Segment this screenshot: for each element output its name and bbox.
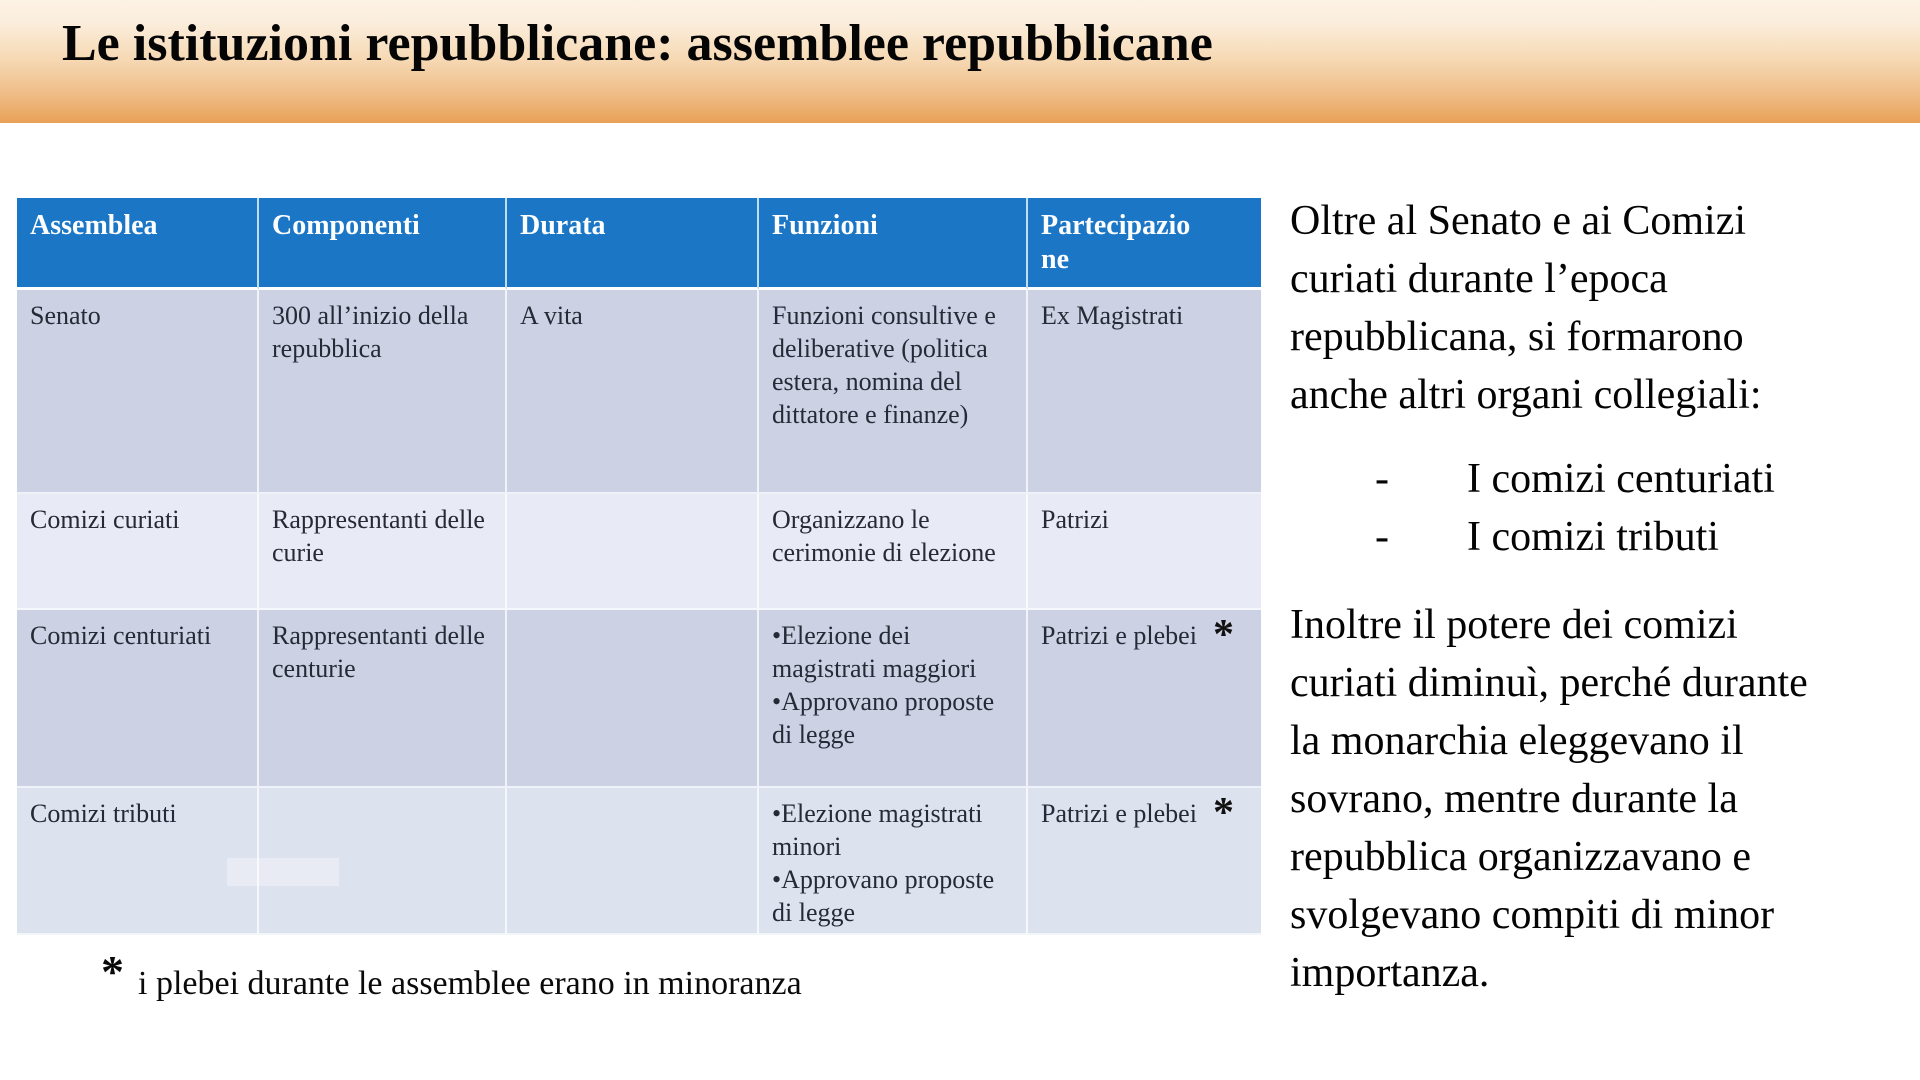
table-cell-partecipazione: Patrizi e plebei *	[1028, 788, 1261, 935]
partecipazione-text: Patrizi e plebei	[1041, 621, 1197, 650]
asterisk-marker: *	[1212, 612, 1234, 658]
table-cell-funzioni: Organizzano le cerimonie di elezione	[759, 494, 1028, 610]
table-cell-partecipazione: Ex Magistrati	[1028, 290, 1261, 494]
list-item: - I comizi tributi	[1290, 508, 1915, 566]
table-cell-componenti: 300 all’inizio della repubblica	[259, 290, 507, 494]
partecipazione-text: Patrizi e plebei	[1041, 799, 1197, 828]
table-cell-assemblea: Senato	[17, 290, 259, 494]
header-cell-componenti: Componenti	[259, 198, 507, 290]
table-cell-durata	[507, 494, 759, 610]
header-cell-partecipazione: Partecipazione	[1028, 198, 1261, 290]
table-cell-assemblea: Comizi centuriati	[17, 610, 259, 788]
list-item-label: I comizi centuriati	[1467, 456, 1775, 502]
table-cell-durata	[507, 788, 759, 935]
footnote: * i plebei durante le assemblee erano in…	[101, 946, 802, 1008]
header-cell-funzioni: Funzioni	[759, 198, 1028, 290]
header-cell-durata: Durata	[507, 198, 759, 290]
table-cell-partecipazione: Patrizi	[1028, 494, 1261, 610]
table-cell-assemblea: Comizi curiati	[17, 494, 259, 610]
asterisk-marker: *	[1212, 790, 1234, 836]
assemblies-table: Assemblea Componenti Durata Funzioni Par…	[17, 198, 1261, 935]
dash-bullet: -	[1375, 456, 1389, 502]
title-banner: Le istituzioni repubblicane: assemblee r…	[0, 0, 1920, 123]
table-cell-durata: A vita	[507, 290, 759, 494]
table-cell-partecipazione: Patrizi e plebei *	[1028, 610, 1261, 788]
comizi-list: - I comizi centuriati - I comizi tributi	[1290, 450, 1915, 566]
right-text-block: Oltre al Senato e ai Comizi curiati dura…	[1290, 192, 1915, 1002]
slide-title: Le istituzioni repubblicane: assemblee r…	[62, 15, 1213, 72]
table-cell-componenti: Rappresentanti delle centurie	[259, 610, 507, 788]
paragraph-intro: Oltre al Senato e ai Comizi curiati dura…	[1290, 198, 1762, 418]
footnote-text: i plebei durante le assemblee erano in m…	[138, 965, 802, 1002]
paragraph-conclusion: Inoltre il potere dei comizi curiati dim…	[1290, 602, 1808, 996]
table-cell-funzioni: •Elezione magistrati minori •Approvano p…	[759, 788, 1028, 935]
table-cell-funzioni: •Elezione dei magistrati maggiori •Appro…	[759, 610, 1028, 788]
list-item-label: I comizi tributi	[1467, 514, 1719, 560]
dash-bullet: -	[1375, 514, 1389, 560]
table-cell-componenti: Rappresentanti delle curie	[259, 494, 507, 610]
table-cell-funzioni: Funzioni consultive e deliberative (poli…	[759, 290, 1028, 494]
table-cell-durata	[507, 610, 759, 788]
list-item: - I comizi centuriati	[1290, 450, 1915, 508]
footnote-asterisk: *	[101, 946, 124, 997]
table-cell-assemblea: Comizi tributi	[17, 788, 259, 935]
header-cell-assemblea: Assemblea	[17, 198, 259, 290]
table-cell-componenti	[259, 788, 507, 935]
